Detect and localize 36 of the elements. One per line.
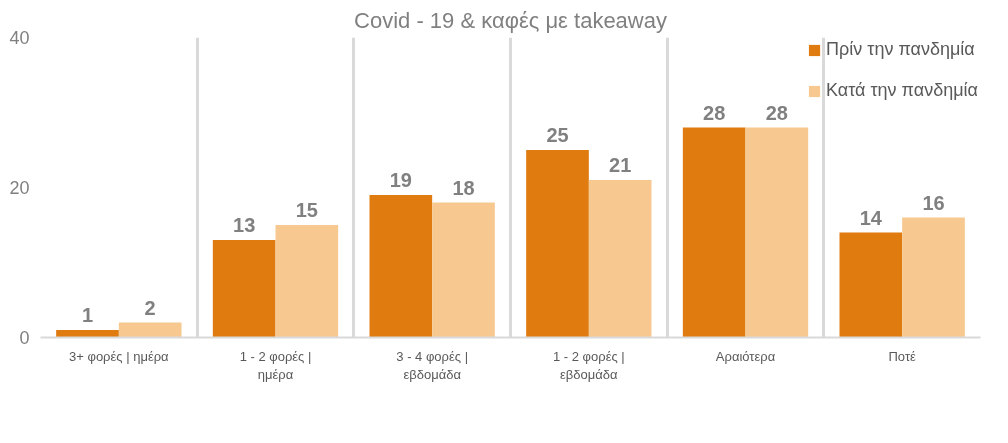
data-label: 28 [703, 101, 726, 124]
x-tick-label: Ποτέ [888, 348, 917, 364]
bar [118, 322, 182, 338]
bar [902, 217, 965, 338]
data-label: 1 [81, 304, 94, 326]
data-label: 2 [144, 296, 156, 319]
x-tick-label: 3 - 4 φορές | εβδομάδα [396, 348, 469, 382]
data-label: 13 [233, 214, 256, 236]
data-label: 14 [859, 206, 883, 229]
data-label: 25 [546, 124, 569, 146]
bar [588, 180, 652, 338]
bar [275, 225, 339, 338]
x-tick-label: 3+ φορές | ημέρα [69, 348, 170, 364]
data-label: 21 [609, 154, 632, 176]
legend-label: Πρίν την πανδημία [826, 39, 975, 60]
x-tick-label: Αραιότερα [715, 348, 776, 364]
chart-title: Covid - 19 & καφές με takeaway [354, 7, 667, 33]
data-label: 18 [452, 176, 475, 199]
y-tick-label: 0 [19, 328, 30, 348]
bar [212, 240, 276, 338]
x-tick-label: 1 - 2 φορές | εβδομάδα [552, 348, 625, 382]
bar [432, 202, 495, 338]
bar [682, 127, 746, 338]
x-tick-label: 1 - 2 φορές | ημέρα [239, 348, 312, 382]
data-label: 15 [295, 199, 318, 221]
bar [56, 330, 119, 338]
legend-label: Κατά την πανδημία [826, 80, 978, 101]
bar [745, 127, 809, 338]
bar [526, 150, 589, 338]
data-label: 16 [922, 191, 945, 214]
y-tick-label: 20 [9, 178, 30, 198]
data-label: 28 [765, 101, 788, 124]
y-tick-label: 40 [9, 28, 30, 48]
bar [839, 232, 903, 338]
bar [369, 195, 433, 338]
data-label: 19 [389, 169, 412, 191]
